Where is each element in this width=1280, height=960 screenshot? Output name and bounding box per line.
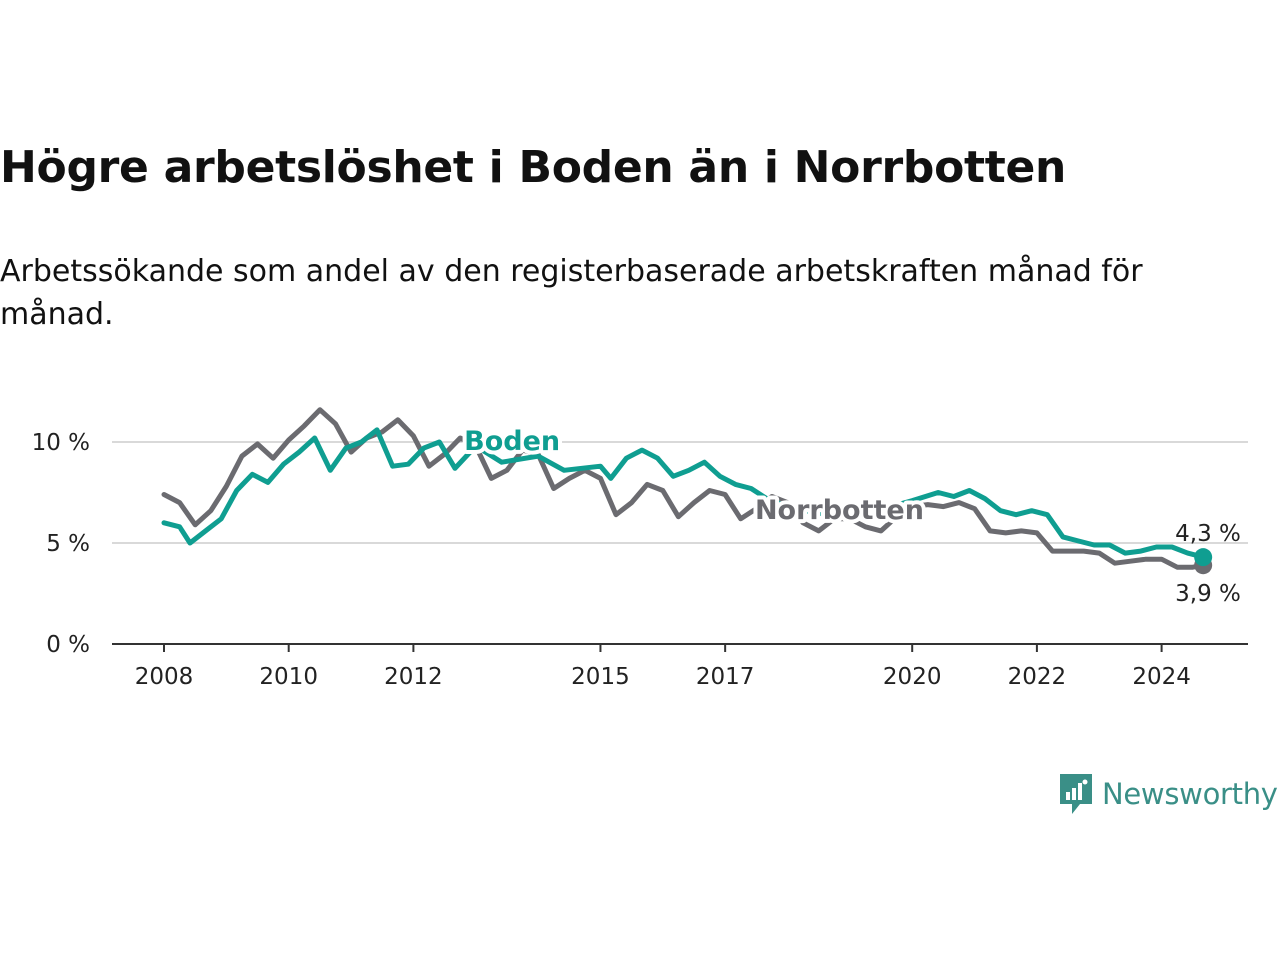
grid-lines: [112, 441, 1248, 645]
series-label-boden: Boden: [464, 426, 560, 457]
x-tick-label: 2008: [135, 664, 194, 690]
end-label-norrbotten: 3,9 %: [1175, 581, 1241, 607]
series-line-boden: [161, 427, 1206, 560]
end-point-boden: [1194, 548, 1213, 567]
x-tick-label: 2012: [384, 664, 443, 690]
y-tick-label: 5 %: [46, 531, 90, 557]
newsworthy-logo-icon: [1060, 774, 1092, 814]
x-tick-label: 2017: [696, 664, 755, 690]
x-tick-label: 2010: [259, 664, 318, 690]
x-tick-label: 2020: [883, 664, 942, 690]
brand-name: Newsworthy: [1102, 777, 1278, 811]
line-chart: 0 %5 %10 % 2008 2010 2012 2015 2017 2020 2022 2…: [32, 407, 1248, 690]
x-axis-ticks: 2008 2010 2012 2015 2017 2020 2022 2024: [135, 644, 1191, 690]
x-tick-label: 2015: [571, 664, 630, 690]
series-label-halo: Boden: [464, 426, 560, 457]
chart-title: Högre arbetslöshet i Boden än i Norrbott…: [0, 142, 1067, 193]
y-tick-label: 10 %: [32, 430, 90, 456]
y-axis-ticks: 0 % 5 % 10 %: [32, 430, 90, 658]
series-line-norrbotten: [161, 407, 1206, 570]
series-label-halo: Norrbotten: [755, 495, 924, 526]
series-label-norrbotten: Norrbotten: [755, 495, 924, 526]
newsworthy-brand: Newsworthy: [1058, 772, 1278, 816]
series-lines: [161, 407, 1213, 575]
chart-subtitle: Arbetssökande som andel av den registerb…: [0, 254, 1143, 332]
end-label-boden: 4,3 %: [1175, 521, 1241, 547]
x-tick-label: 2024: [1132, 664, 1191, 690]
x-tick-label: 2022: [1008, 664, 1067, 690]
y-tick-label: 0 %: [46, 632, 90, 658]
